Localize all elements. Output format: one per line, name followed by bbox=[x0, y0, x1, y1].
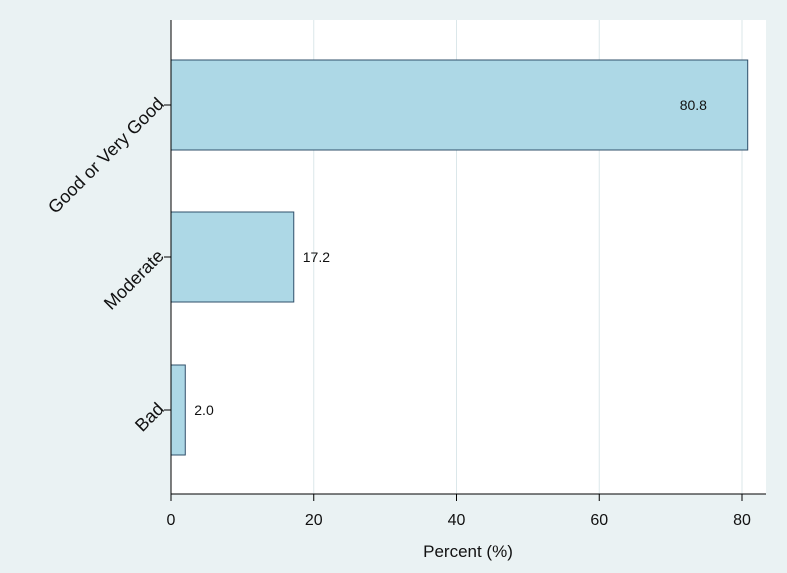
value-label-1: 17.2 bbox=[303, 249, 330, 265]
bar-1 bbox=[170, 211, 295, 303]
value-label-2: 2.0 bbox=[194, 402, 214, 418]
x-ticks: 0 20 40 60 80 bbox=[167, 494, 751, 529]
value-labels: 80.8 17.2 2.0 bbox=[194, 97, 707, 418]
category-label-2: Bad bbox=[131, 399, 168, 436]
x-tick-label-20: 20 bbox=[305, 512, 323, 529]
x-tick-label-40: 40 bbox=[448, 512, 466, 529]
category-label-0: Good or Very Good bbox=[44, 94, 168, 218]
category-labels: Good or Very Good Moderate Bad bbox=[44, 94, 171, 436]
x-tick-label-80: 80 bbox=[733, 512, 751, 529]
x-axis-title: Percent (%) bbox=[423, 542, 513, 561]
x-tick-label-0: 0 bbox=[167, 512, 176, 529]
bar-2 bbox=[170, 364, 186, 456]
category-label-1: Moderate bbox=[100, 246, 168, 314]
bar-0 bbox=[170, 59, 749, 151]
x-tick-label-60: 60 bbox=[590, 512, 608, 529]
value-label-0: 80.8 bbox=[680, 97, 707, 113]
bars bbox=[170, 59, 749, 456]
